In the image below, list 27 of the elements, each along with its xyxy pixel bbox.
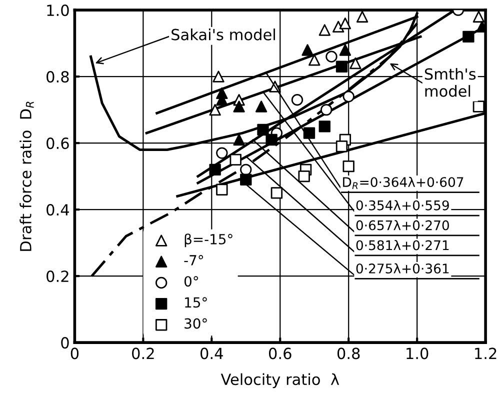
annotation: D$_{R}$=0·364λ+0·607: [343, 176, 464, 190]
legend-label: 0°: [184, 276, 198, 287]
x-tick-label: 0.2: [132, 348, 154, 360]
annotation: Sakai's model: [172, 28, 275, 40]
annotation: Smth's model: [424, 68, 476, 97]
legend-label: β=-15°: [184, 234, 232, 248]
x-tick-label: 0.6: [268, 348, 292, 360]
y-tick-label: 0.6: [46, 138, 69, 150]
x-tick-label: 0.8: [337, 348, 360, 360]
annotation: 0·581λ+0·271: [356, 240, 449, 250]
y-tick-label: 0: [61, 337, 69, 349]
legend-label: 15°: [185, 297, 207, 308]
legend-label: 30°: [184, 318, 207, 329]
y-tick-label: 0.8: [46, 71, 69, 83]
x-tick-label: 0: [70, 348, 79, 360]
annotation: 0·275λ+0·361: [356, 263, 449, 274]
legend-label: -7°: [184, 255, 204, 266]
x-tick-label: 1.0: [406, 348, 428, 360]
annotation: 0·657λ+0·270: [356, 220, 449, 230]
y-tick-label: 1.0: [47, 4, 69, 16]
annotation: 0·354λ+0·559: [356, 200, 449, 210]
y-axis-title: Draft force ratio D$_{R}$: [20, 102, 34, 251]
y-tick-label: 0.2: [46, 270, 68, 282]
x-axis-title: Velocity ratio λ: [220, 373, 340, 388]
x-tick-label: 0.4: [200, 348, 223, 360]
y-tick-label: 0.4: [46, 204, 69, 216]
x-tick-label: 1.2: [475, 348, 496, 360]
